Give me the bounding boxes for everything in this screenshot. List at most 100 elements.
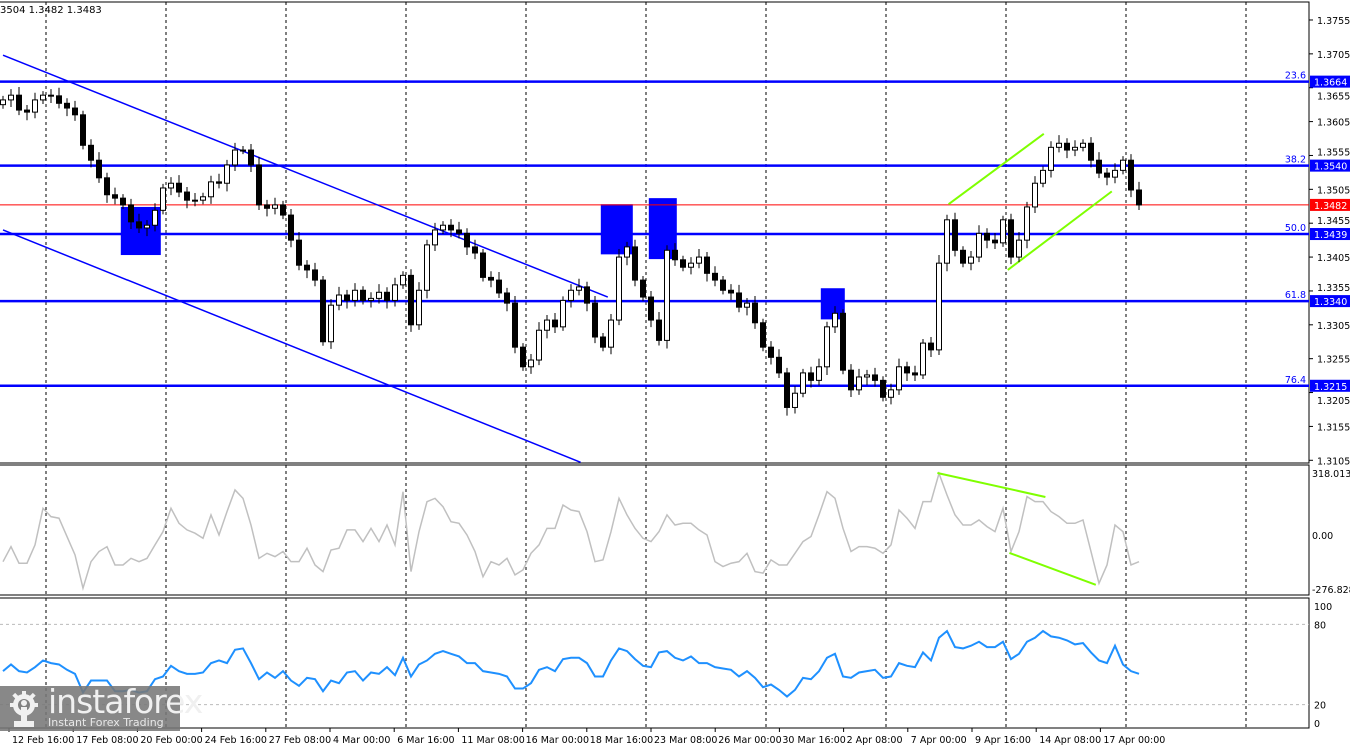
candle-bearish (104, 177, 110, 196)
candle-bearish (672, 249, 678, 261)
candle-bullish (208, 181, 214, 198)
candle-bearish (176, 182, 182, 193)
candle-bearish (1096, 159, 1102, 174)
time-tick-label: 20 Feb 00:00 (140, 735, 202, 746)
candle-bullish (944, 219, 950, 264)
trendline-ascending-channel-upper[interactable] (948, 132, 1045, 206)
time-tick-label: 18 Mar 16:00 (590, 735, 653, 746)
candle-bullish (624, 246, 630, 258)
level-price-box (1310, 228, 1350, 241)
level-price-box (1310, 159, 1350, 172)
candle-bullish (792, 392, 798, 408)
candle-bullish (224, 164, 230, 184)
candle-bearish (48, 94, 54, 97)
candle-bearish (344, 294, 350, 301)
cci-divergence-line[interactable] (937, 472, 1046, 498)
candle-bullish (536, 329, 542, 361)
candle-bullish (272, 204, 278, 209)
candle-bearish (1008, 219, 1014, 258)
level-price-label: 1.3439 (1314, 230, 1347, 241)
candle-bearish (736, 292, 742, 308)
time-tick-label: 17 Apr 00:00 (1103, 735, 1165, 746)
candle-bullish (432, 229, 438, 246)
candle-bearish (600, 336, 606, 348)
candle-bullish (424, 244, 430, 291)
candle-bullish (168, 182, 174, 189)
time-tick-label: 6 Mar 16:00 (397, 735, 454, 746)
candle-bearish (408, 274, 414, 326)
current-price-label: 1.3482 (1314, 201, 1347, 212)
price-tick-label: 1.3105 (1317, 456, 1350, 467)
candle-bearish (840, 312, 846, 371)
gear-person-icon (10, 691, 38, 727)
candle-bullish (576, 286, 582, 291)
candle-bearish (304, 264, 310, 271)
candle-bullish (1000, 219, 1006, 244)
candle-bearish (1064, 142, 1070, 151)
cci-divergence-line[interactable] (1009, 551, 1097, 586)
fib-level-label: 76.4 (1285, 375, 1306, 386)
candle-bullish (744, 302, 750, 308)
candle-bearish (592, 302, 598, 338)
candle-bullish (664, 249, 670, 341)
price-tick-label: 1.3605 (1317, 118, 1350, 129)
candle-bullish (336, 294, 342, 306)
candle-bullish (568, 289, 574, 301)
fib-level-label: 38.2 (1285, 155, 1306, 166)
candle-bearish (280, 204, 286, 216)
time-tick-label: 27 Feb 08:00 (269, 735, 331, 746)
candle-bearish (384, 291, 390, 301)
rsi-tick-label: 20 (1314, 701, 1326, 712)
trendline-ascending-channel-lower[interactable] (1007, 190, 1113, 271)
candle-bearish (768, 346, 774, 358)
level-price-label: 1.3215 (1314, 382, 1347, 393)
candle-bullish (976, 232, 982, 258)
candle-bearish (880, 379, 886, 398)
rsi-tick-label: 80 (1314, 620, 1326, 631)
time-tick-label: 30 Mar 16:00 (782, 735, 845, 746)
panel-frame-0 (0, 1, 1310, 464)
candle-bullish (192, 199, 198, 202)
price-tick-label: 1.3255 (1317, 355, 1350, 366)
candle-bearish (120, 197, 126, 206)
candle-bullish (1016, 239, 1022, 258)
level-price-label: 1.3540 (1314, 162, 1347, 173)
logo-tagline: Instant Forex Trading (48, 716, 164, 729)
candle-bearish (16, 94, 22, 111)
price-tick-label: 1.3155 (1317, 422, 1350, 433)
candle-bearish (1088, 142, 1094, 161)
candle-bearish (504, 292, 510, 304)
candle-bearish (64, 102, 70, 109)
candle-bullish (824, 326, 830, 368)
candle-bullish (0, 99, 6, 106)
candle-bearish (296, 239, 302, 266)
candle-bullish (40, 94, 46, 101)
cci-line (2, 470, 1140, 592)
candle-bearish (992, 239, 998, 244)
time-tick-label: 9 Apr 16:00 (975, 735, 1031, 746)
candle-bearish (112, 194, 118, 199)
trendline-descending-channel-lower[interactable] (2, 229, 581, 463)
candle-bullish (608, 319, 614, 348)
time-tick-label: 17 Feb 08:00 (76, 735, 138, 746)
candle-bearish (1128, 159, 1134, 191)
blue-zone (648, 198, 677, 260)
ohlc-readout: 3504 1.3482 1.3483 (0, 5, 102, 16)
candle-bearish (520, 346, 526, 368)
panel-frame-2 (0, 597, 1310, 729)
candle-bearish (248, 149, 254, 166)
candle-bearish (72, 107, 78, 116)
candle-bearish (288, 214, 294, 241)
candle-bearish (24, 109, 30, 113)
candle-bearish (312, 269, 318, 281)
candle-bearish (928, 342, 934, 351)
candle-bearish (480, 252, 486, 278)
candle-bullish (968, 256, 974, 264)
trendline-descending-channel-upper[interactable] (2, 54, 609, 298)
candle-bullish (392, 284, 398, 301)
candle-bullish (352, 289, 358, 301)
candle-bearish (848, 369, 854, 391)
candle-bearish (512, 302, 518, 348)
candle-bullish (8, 94, 14, 101)
